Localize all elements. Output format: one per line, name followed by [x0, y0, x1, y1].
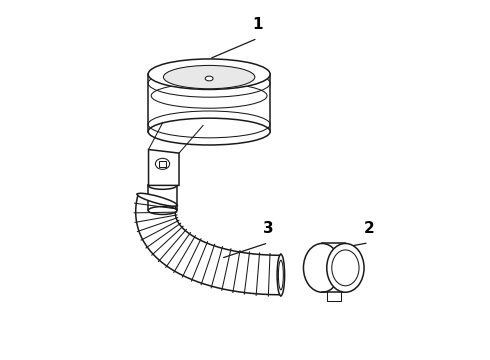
- Text: 2: 2: [364, 221, 374, 236]
- Ellipse shape: [277, 254, 285, 296]
- Ellipse shape: [148, 207, 177, 215]
- Ellipse shape: [148, 181, 177, 189]
- Polygon shape: [136, 194, 281, 295]
- Ellipse shape: [155, 158, 170, 170]
- Ellipse shape: [327, 243, 364, 292]
- Text: 3: 3: [263, 221, 273, 236]
- Ellipse shape: [148, 59, 270, 89]
- Ellipse shape: [164, 66, 255, 89]
- FancyBboxPatch shape: [159, 161, 166, 167]
- Polygon shape: [148, 149, 179, 185]
- FancyBboxPatch shape: [148, 74, 270, 132]
- Text: 1: 1: [252, 17, 263, 32]
- Ellipse shape: [303, 243, 341, 292]
- Ellipse shape: [148, 118, 270, 145]
- Ellipse shape: [137, 193, 177, 206]
- Ellipse shape: [205, 76, 213, 81]
